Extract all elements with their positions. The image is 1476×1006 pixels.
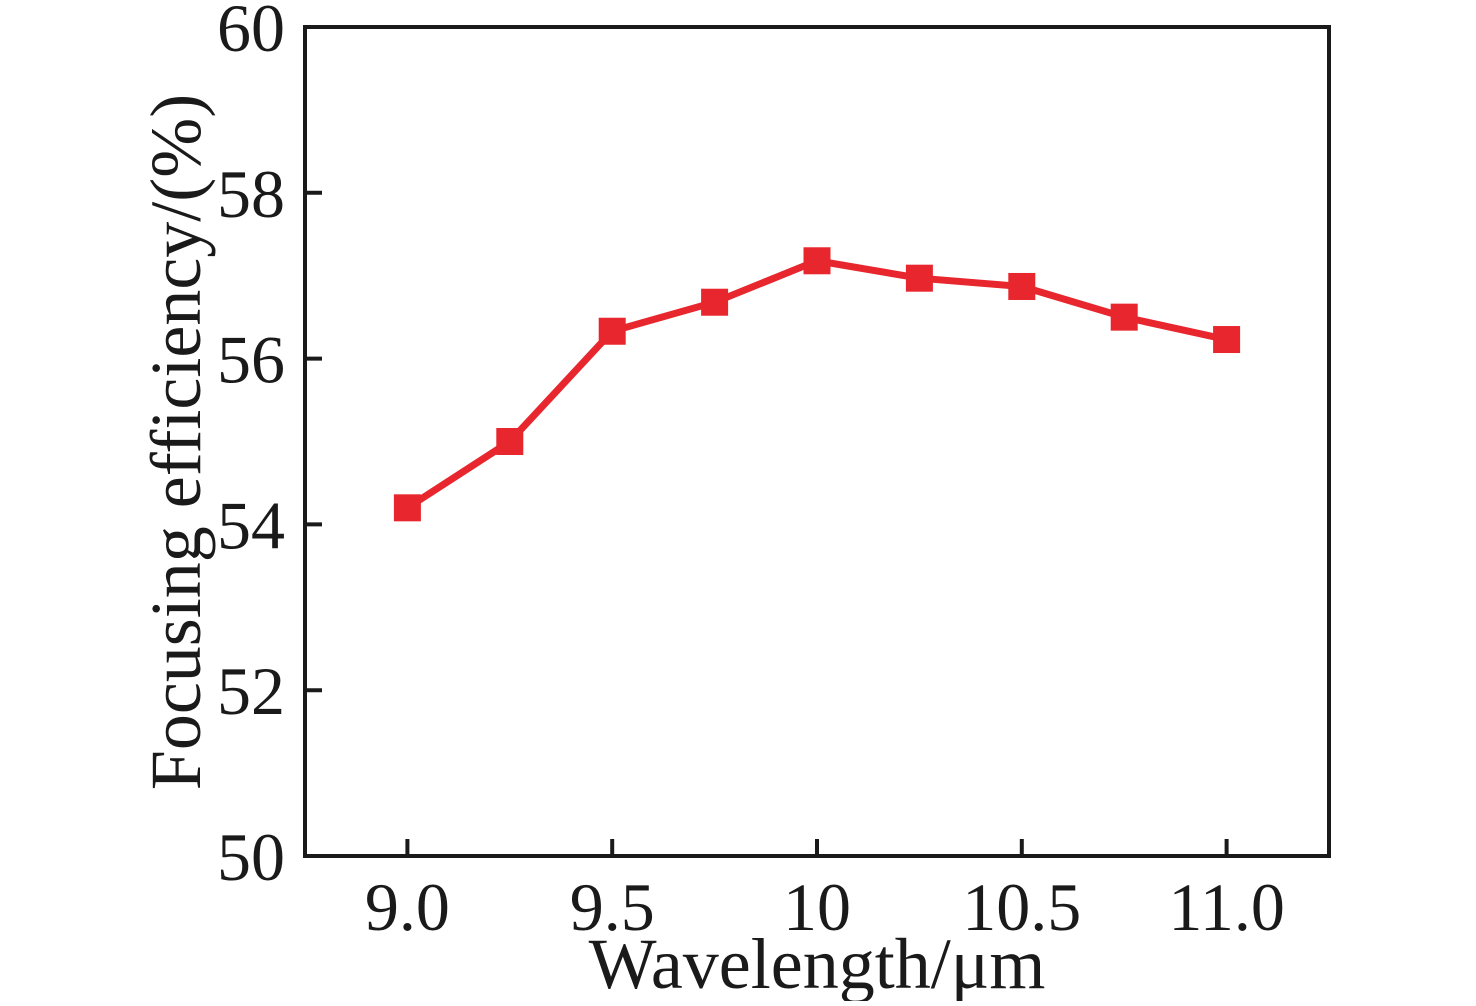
y-tick-label: 54 — [217, 487, 285, 563]
x-tick-label: 11.0 — [1168, 869, 1284, 945]
data-point-marker — [803, 247, 831, 275]
x-tick-label: 9.5 — [570, 869, 655, 945]
data-point-marker — [496, 428, 524, 455]
data-point-marker — [701, 288, 729, 316]
data-point-marker — [905, 264, 933, 292]
data-point-marker — [1110, 303, 1138, 331]
y-tick-label: 60 — [217, 0, 285, 66]
y-tick-label: 52 — [217, 653, 285, 729]
y-tick-label: 50 — [217, 819, 285, 895]
series-line-focusing-efficiency — [405, 257, 1228, 511]
data-point-marker — [598, 317, 626, 345]
data-point-marker — [393, 494, 421, 522]
x-axis-title: Wavelength/μm — [589, 924, 1046, 1001]
y-tick-label: 58 — [217, 156, 285, 232]
data-point-marker — [1213, 326, 1241, 354]
x-tick-label: 9.0 — [365, 869, 450, 945]
y-tick-label: 56 — [217, 322, 285, 398]
plot-frame — [303, 25, 1331, 858]
x-tick-label: 10 — [783, 869, 851, 945]
x-tick-label: 10.5 — [962, 869, 1081, 945]
data-point-marker — [1008, 272, 1036, 300]
y-axis-title: Focusing efficiency/(%) — [136, 94, 216, 790]
